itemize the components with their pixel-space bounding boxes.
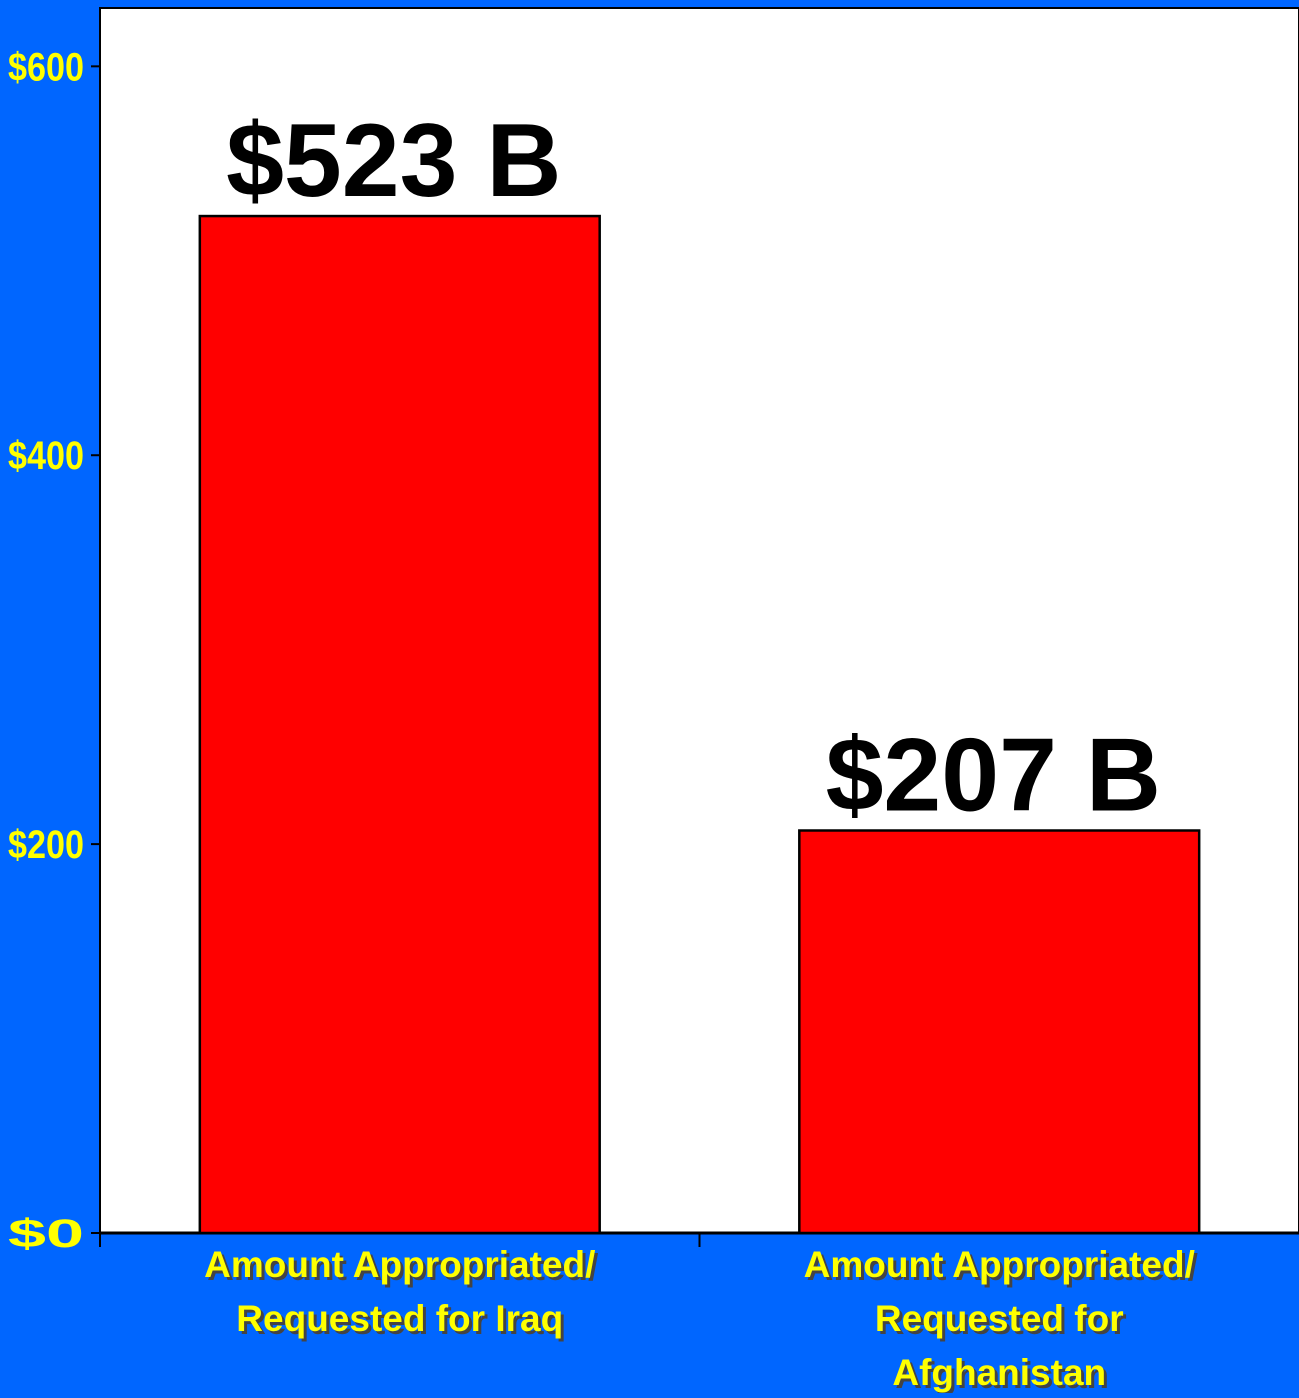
category-label-shadow: Afghanistan [895,1355,1109,1393]
category-label: Afghanistan [892,1352,1106,1393]
y-tick-label: $400 [8,434,84,478]
category-label: Amount Appropriated/ [804,1244,1195,1285]
y-axis: $0 $200 $400 $600 [8,8,101,1256]
y-tick-label: $200 [8,823,84,867]
y-tick-label: $600 [8,45,84,89]
category-labels: Amount Appropriated/Amount Appropriated/… [204,1244,1198,1396]
data-label: $523 B [226,103,561,219]
category-label-shadow: Amount Appropriated/ [207,1247,598,1288]
bar [198,214,601,1235]
bar [798,829,1201,1235]
category-label: Amount Appropriated/ [204,1244,595,1285]
category-label: Requested for Iraq [236,1298,563,1339]
category-label-shadow: Amount Appropriated/ [807,1247,1198,1288]
category-label-shadow: Requested for [878,1301,1127,1342]
data-label: $207 B [826,718,1161,834]
category-label-shadow: Requested for Iraq [239,1301,566,1342]
bar-series [198,214,1201,1235]
category-label: Requested for [875,1298,1124,1339]
data-labels: $523 B $207 B [226,103,1161,833]
y-tick-label: $0 [8,1212,84,1256]
